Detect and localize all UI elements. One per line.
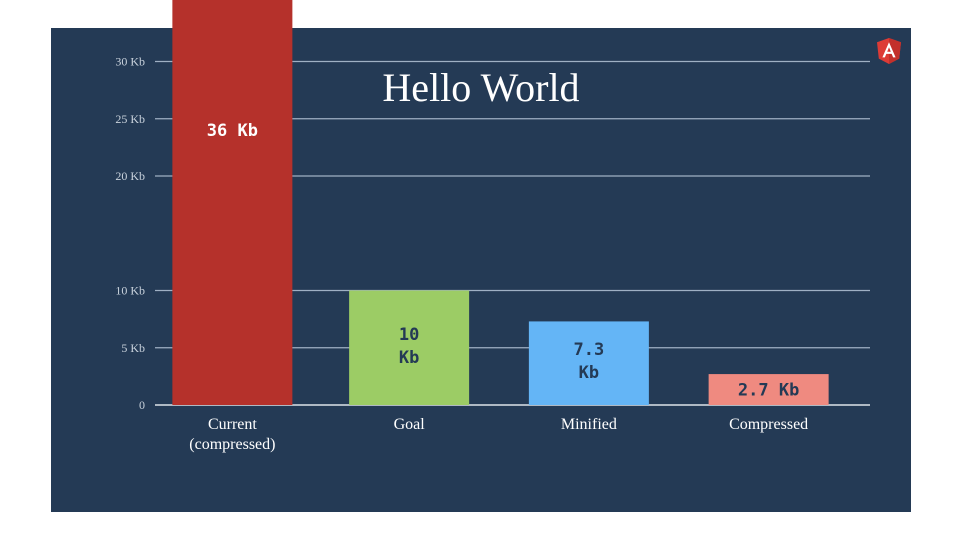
bar-data-label: 10 Kb xyxy=(399,325,419,368)
bar xyxy=(349,290,470,405)
bar xyxy=(528,321,649,405)
y-tick-label: 0 xyxy=(139,398,145,412)
bar xyxy=(172,0,293,406)
chart-title: Hello World xyxy=(382,65,580,110)
x-category-label: Minified xyxy=(561,416,617,433)
angular-logo-icon xyxy=(877,38,901,64)
x-category-label: Goal xyxy=(394,416,426,433)
bar-data-label: 7.3 Kb xyxy=(574,340,605,383)
y-tick-label: 30 Kb xyxy=(115,55,145,69)
x-category-label: Current (compressed) xyxy=(189,416,275,453)
y-tick-label: 5 Kb xyxy=(121,341,145,355)
bar-data-label: 36 Kb xyxy=(207,121,258,141)
y-tick-label: 25 Kb xyxy=(115,112,145,126)
bar xyxy=(708,374,829,405)
x-category-label: Compressed xyxy=(729,416,808,433)
y-tick-label: 20 Kb xyxy=(115,169,145,183)
bar-data-label: 2.7 Kb xyxy=(738,381,799,401)
y-tick-label: 10 Kb xyxy=(115,284,145,298)
